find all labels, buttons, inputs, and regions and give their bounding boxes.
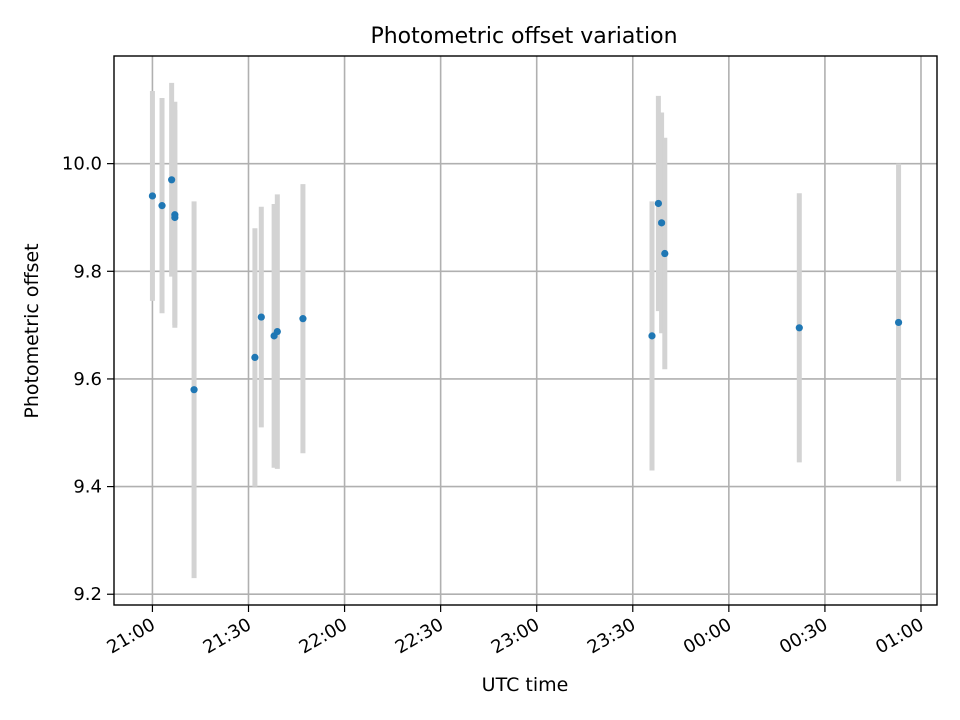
- x-tick-label: 22:30: [392, 614, 447, 658]
- data-point: [661, 249, 669, 258]
- y-tick-label: 9.8: [73, 261, 102, 282]
- data-point: [894, 318, 903, 327]
- axes-frame: [113, 55, 938, 606]
- data-point: [273, 327, 281, 336]
- y-axis-label: Photometric offset: [21, 243, 43, 418]
- data-point: [251, 353, 259, 362]
- y-tick-label: 9.6: [73, 369, 102, 390]
- x-tick-label: 22:00: [296, 614, 351, 658]
- x-tick-label: 21:00: [104, 614, 159, 658]
- data-point: [257, 313, 265, 321]
- x-tick-label: 21:30: [200, 614, 255, 658]
- x-tick-label: 00:30: [776, 614, 831, 658]
- y-tick-label: 9.4: [73, 477, 102, 498]
- data-point: [168, 176, 176, 184]
- data-point: [171, 213, 179, 222]
- grid: [114, 56, 937, 605]
- data-point: [299, 315, 307, 323]
- error-bars: [149, 82, 902, 579]
- x-tick-label: 00:00: [680, 614, 735, 658]
- y-axis-ticks: 9.2 9.4 9.6 9.8 10.0: [62, 154, 114, 605]
- data-point: [148, 192, 157, 200]
- x-tick-label: 01:00: [872, 614, 927, 658]
- y-tick-label: 9.2: [73, 584, 102, 605]
- data-point: [795, 324, 803, 332]
- y-tick-label: 10.0: [62, 154, 102, 175]
- chart-title: Photometric offset variation: [370, 24, 677, 49]
- x-axis-ticks: 21:00 21:30 22:00 22:30 23:00 23:30 00:00 00:30…: [104, 605, 927, 658]
- data-points: [148, 176, 903, 394]
- data-point: [657, 219, 666, 227]
- data-point: [648, 332, 656, 340]
- x-tick-label: 23:00: [488, 614, 543, 658]
- data-point: [190, 386, 198, 394]
- x-tick-label: 23:30: [584, 614, 639, 658]
- data-point: [158, 202, 166, 210]
- x-axis-label: UTC time: [482, 674, 569, 696]
- data-point: [654, 199, 662, 208]
